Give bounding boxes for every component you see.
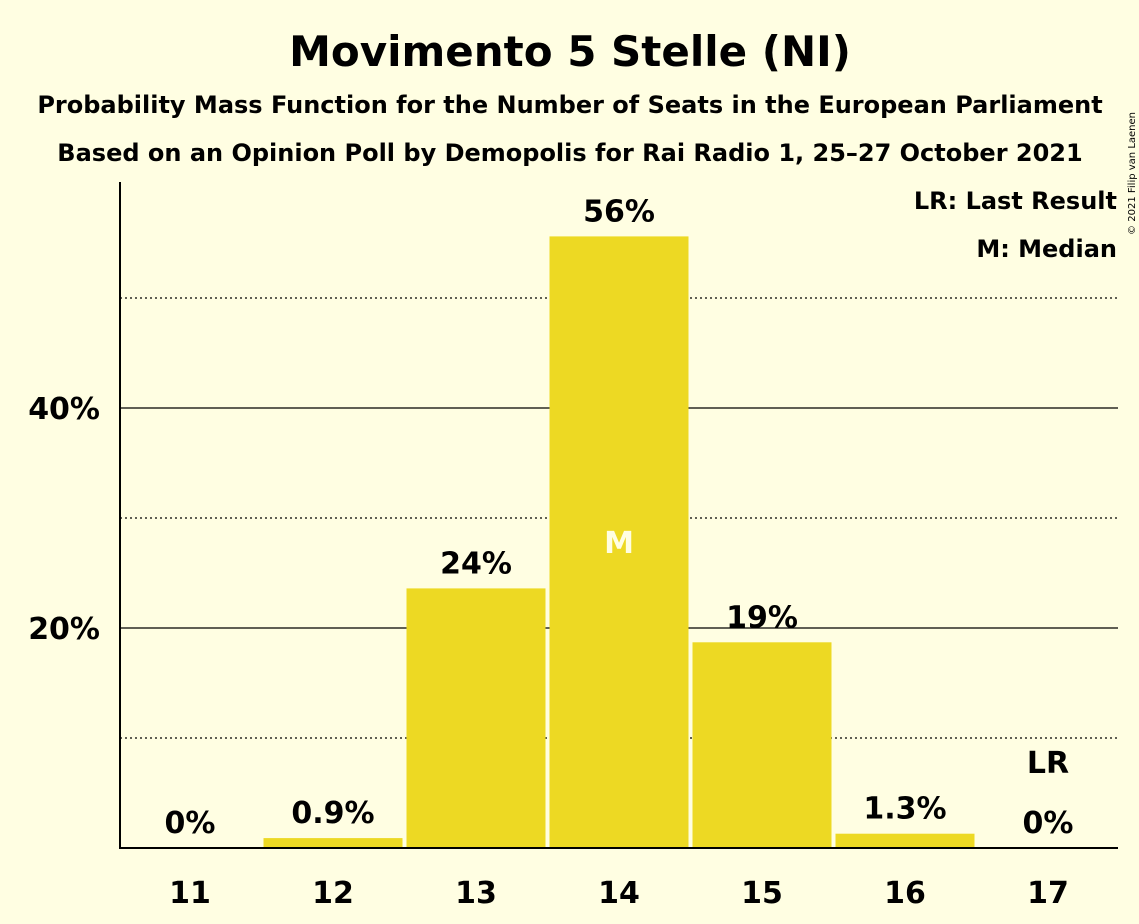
bar bbox=[549, 236, 689, 848]
x-tick-label: 12 bbox=[312, 876, 354, 911]
value-label: 0% bbox=[1023, 806, 1074, 841]
value-label: 24% bbox=[440, 546, 512, 581]
x-tick-label: 11 bbox=[169, 876, 211, 911]
chart-subtitle: Probability Mass Function for the Number… bbox=[37, 91, 1102, 119]
bar bbox=[835, 833, 975, 848]
bar bbox=[692, 642, 832, 848]
last-result-marker: LR bbox=[1027, 746, 1069, 781]
copyright-text: © 2021 Filip van Laenen bbox=[1127, 112, 1138, 235]
plot-area: 20% 40% 0% 11 0.9% 12 24% 13 56% 14 M 19% 15 1.3% 16 0%… bbox=[28, 182, 1118, 911]
value-label: 56% bbox=[583, 194, 655, 229]
x-tick-label: 14 bbox=[598, 876, 640, 911]
bar bbox=[263, 838, 403, 848]
x-tick-label: 15 bbox=[741, 876, 783, 911]
value-label: 0% bbox=[165, 806, 216, 841]
value-label: 0.9% bbox=[291, 796, 374, 831]
y-tick-label: 20% bbox=[28, 612, 100, 647]
value-label: 19% bbox=[726, 600, 798, 635]
x-tick-label: 13 bbox=[455, 876, 497, 911]
chart-title: Movimento 5 Stelle (NI) bbox=[289, 27, 851, 76]
x-tick-label: 17 bbox=[1027, 876, 1069, 911]
y-tick-label: 40% bbox=[28, 392, 100, 427]
value-label: 1.3% bbox=[863, 792, 946, 827]
x-tick-label: 16 bbox=[884, 876, 926, 911]
chart-source: Based on an Opinion Poll by Demopolis fo… bbox=[57, 139, 1082, 167]
bar bbox=[406, 588, 546, 848]
legend-median: M: Median bbox=[976, 235, 1117, 263]
median-marker: M bbox=[604, 526, 634, 561]
legend-last-result: LR: Last Result bbox=[914, 187, 1117, 215]
